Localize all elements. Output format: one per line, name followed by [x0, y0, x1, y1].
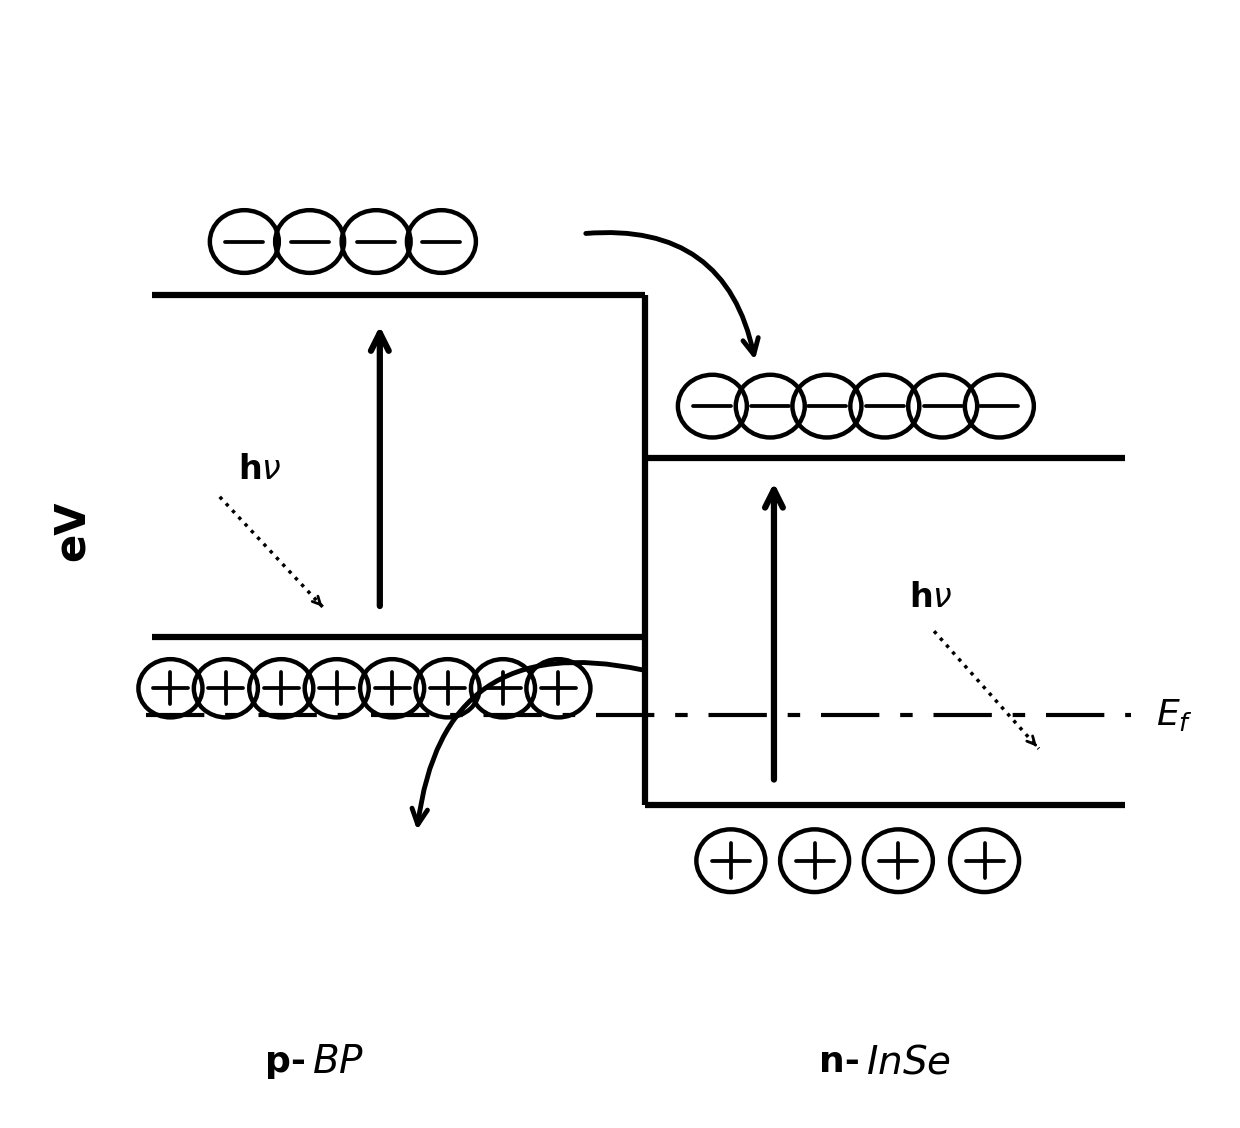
Text: $E_f$: $E_f$ [1156, 697, 1193, 733]
Text: p-: p- [265, 1046, 306, 1079]
Text: eV: eV [51, 500, 93, 561]
Text: h$\nu$: h$\nu$ [909, 581, 954, 615]
Text: h$\nu$: h$\nu$ [238, 452, 281, 486]
FancyArrowPatch shape [585, 232, 758, 354]
Text: n-: n- [820, 1046, 861, 1079]
FancyArrowPatch shape [412, 662, 642, 825]
Text: $\mathbf{\mathit{BP}}$: $\mathbf{\mathit{BP}}$ [312, 1043, 365, 1082]
Text: $\mathit{InSe}$: $\mathit{InSe}$ [867, 1043, 951, 1082]
